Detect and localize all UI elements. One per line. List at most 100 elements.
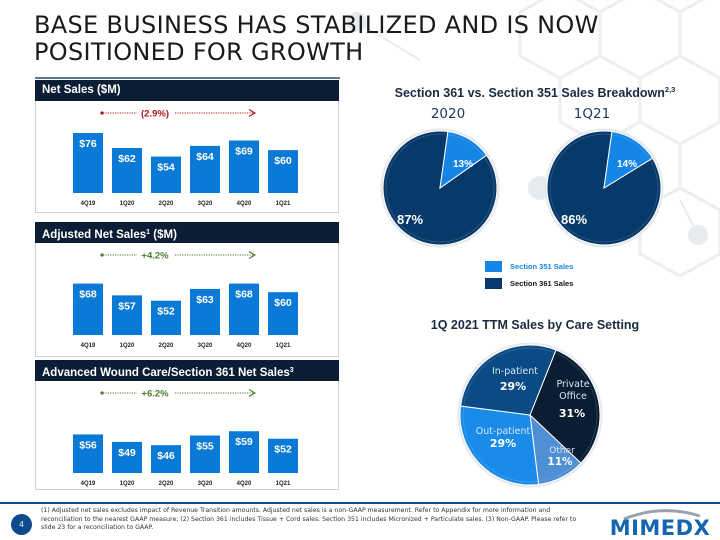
slice-label-private-office: Office (559, 391, 587, 402)
bar-value-label: $60 (274, 297, 292, 309)
slice-value-private-office: 31% (559, 407, 585, 420)
trend-arrowhead-icon (248, 389, 257, 397)
x-tick-label: 1Q20 (120, 481, 135, 487)
slide-title: BASE BUSINESS HAS STABILIZED AND IS NOW … (34, 11, 599, 66)
bar-1q21 (268, 438, 298, 473)
x-tick-label: 1Q20 (120, 201, 135, 207)
pie-2020-label: 2020 (430, 106, 466, 122)
bar-value-label: $46 (157, 450, 175, 462)
x-tick-label: 2Q20 (159, 343, 174, 349)
trend-start-dot (100, 253, 104, 257)
slice-value-in-patient: 29% (500, 380, 526, 393)
bar-3q20 (190, 288, 220, 335)
bar-value-label: $68 (235, 289, 253, 301)
net-sales-header: Net Sales ($M) (35, 80, 339, 101)
footer-divider (0, 502, 720, 504)
awc-net-sales-header: Advanced Wound Care/Section 361 Net Sale… (35, 360, 339, 381)
slice-value-out-patient: 29% (490, 437, 516, 450)
x-tick-label: 4Q20 (237, 481, 252, 487)
pie-1q21-label: 1Q21 (573, 106, 611, 122)
legend-item-351: Section 351 Sales (485, 258, 573, 275)
legend-label-351: Section 351 Sales (510, 262, 574, 271)
x-tick-label: 1Q21 (276, 201, 291, 207)
bar-value-label: $57 (118, 300, 136, 312)
x-tick-label: 2Q20 (159, 481, 174, 487)
x-tick-label: 3Q20 (198, 481, 213, 487)
bar-value-label: $60 (274, 155, 292, 167)
pie-inner-ring (462, 347, 598, 483)
x-tick-label: 1Q20 (120, 343, 135, 349)
awc-net-sales-header-text: Advanced Wound Care/Section 361 Net Sale… (42, 367, 290, 379)
x-tick-label: 1Q21 (276, 343, 291, 349)
trend-label: (2.9%) (141, 109, 169, 120)
pie-label-351: 13% (453, 159, 473, 170)
bar-4q19 (73, 133, 103, 193)
x-tick-label: 3Q20 (198, 343, 213, 349)
x-tick-label: 4Q19 (81, 481, 96, 487)
pie-1q21: 14% 86% (544, 128, 664, 248)
legend-swatch-351 (485, 261, 502, 272)
trend-arrowhead-icon (248, 109, 257, 117)
title-underline (35, 77, 340, 79)
bar-2q20 (151, 445, 181, 473)
mimedx-logo: MIMEDX (608, 508, 712, 540)
logo-text: MIMEDX (609, 516, 711, 540)
adjusted-net-sales-header-text: Adjusted Net Sales (42, 229, 147, 241)
breakdown-title-text: Section 361 vs. Section 351 Sales Breakd… (394, 86, 665, 100)
pie-slice-351 (439, 130, 488, 190)
slice-label-out-patient: Out-patient (476, 426, 531, 437)
x-tick-label: 4Q19 (81, 343, 96, 349)
slice-label-other: Other (549, 446, 575, 456)
bar-1q21 (268, 292, 298, 335)
bar-value-label: $52 (274, 444, 292, 456)
care-setting-title: 1Q 2021 TTM Sales by Care Setting (430, 318, 640, 332)
slice-label-in-patient: In-patient (492, 366, 538, 377)
page-number: 4 (11, 514, 32, 535)
pie-label-351: 14% (617, 159, 637, 170)
bar-value-label: $55 (196, 441, 214, 453)
trend-start-dot (100, 391, 104, 395)
bar-4q20 (229, 140, 259, 193)
bar-3q20 (190, 435, 220, 473)
bar-4q20 (229, 283, 259, 335)
pie-slice-private-office (529, 349, 601, 464)
pie-slice-in-patient (460, 344, 557, 416)
bar-4q20 (229, 431, 259, 473)
pie-label-361: 87% (397, 212, 423, 227)
bar-value-label: $52 (157, 306, 175, 318)
pie-slice-out-patient (459, 405, 540, 486)
bar-value-label: $62 (118, 153, 136, 165)
trend-start-dot (100, 111, 104, 115)
bar-1q20 (112, 441, 142, 473)
bar-value-label: $56 (79, 439, 97, 451)
footnote-marker: 1 (146, 229, 151, 236)
slice-label-private-office: Private (556, 379, 589, 390)
bar-1q20 (112, 295, 142, 335)
awc-net-sales-chart: +6.2% $56 4Q19 $49 1Q20 $46 2Q20 $55 3Q20 $59 4Q20… (73, 389, 298, 487)
bar-value-label: $59 (235, 436, 253, 448)
bar-value-label: $49 (118, 447, 136, 459)
legend-item-361: Section 361 Sales (485, 275, 573, 292)
footnotes: (1) Adjusted net sales excludes impact o… (41, 507, 577, 532)
bar-4q19 (73, 283, 103, 335)
bar-2q20 (151, 156, 181, 193)
adjusted-net-sales-header-suffix: ($M) (150, 229, 177, 241)
bar-2q20 (151, 300, 181, 335)
x-tick-label: 4Q20 (237, 201, 252, 207)
bar-value-label: $64 (196, 151, 214, 163)
bar-3q20 (190, 145, 220, 193)
bar-4q19 (73, 434, 103, 473)
net-sales-chart: (2.9%) $76 4Q19 $62 1Q20 $54 2Q20 $64 3Q20 $69 4Q2… (73, 109, 298, 207)
bar-value-label: $69 (235, 146, 253, 158)
slice-value-other: 11% (547, 456, 573, 468)
trend-arrowhead-icon (248, 251, 257, 259)
pie-inner-ring (385, 133, 495, 243)
adjusted-net-sales-header: Adjusted Net Sales1 ($M) (35, 222, 339, 243)
bar-value-label: $76 (79, 138, 97, 150)
legend-swatch-361 (485, 278, 502, 289)
x-tick-label: 3Q20 (198, 201, 213, 207)
adjusted-net-sales-chart: +4.2% $68 4Q19 $57 1Q20 $52 2Q20 $63 3Q20 $68 4Q20… (73, 251, 298, 349)
care-setting-pie: PrivateOffice31%Other11%Out-patient29%In… (457, 342, 603, 488)
bar-1q21 (268, 150, 298, 193)
x-tick-label: 1Q21 (276, 481, 291, 487)
